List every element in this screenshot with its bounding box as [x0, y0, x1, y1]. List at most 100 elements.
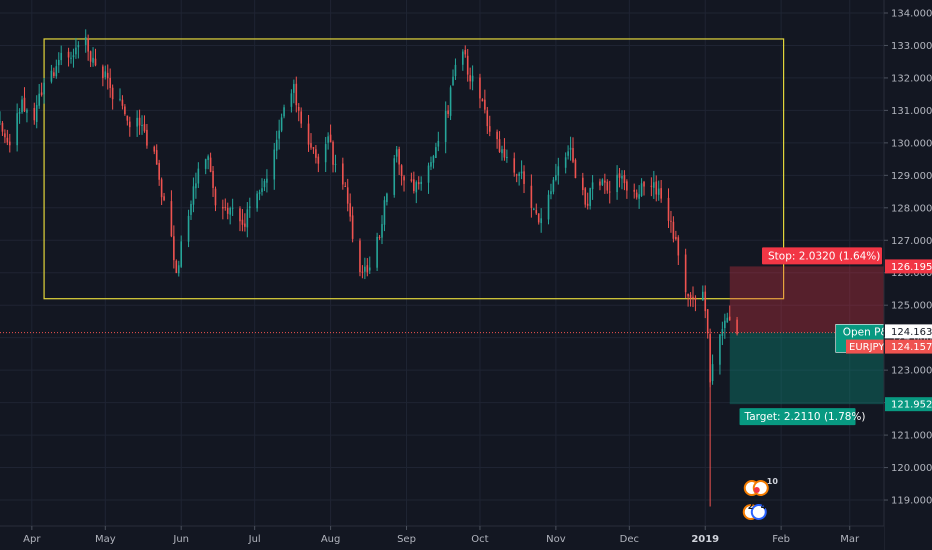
candle[interactable]: [701, 285, 704, 301]
candle[interactable]: [533, 207, 535, 211]
candle[interactable]: [655, 175, 658, 202]
candle[interactable]: [8, 133, 11, 153]
candle[interactable]: [67, 47, 70, 67]
candle[interactable]: [728, 305, 731, 321]
candle[interactable]: [317, 153, 320, 173]
candle[interactable]: [736, 316, 738, 336]
candle[interactable]: [616, 165, 618, 200]
range-box-outline[interactable]: [43, 38, 785, 300]
candle[interactable]: [464, 45, 467, 58]
candle[interactable]: [684, 248, 687, 298]
candle[interactable]: [170, 190, 173, 238]
candle[interactable]: [297, 103, 300, 122]
candle[interactable]: [327, 132, 329, 150]
price-axis[interactable]: 119.0000120.0000121.0000122.0000123.0000…: [883, 0, 932, 550]
candle[interactable]: [466, 48, 469, 82]
candle[interactable]: [275, 130, 278, 160]
candle[interactable]: [192, 177, 195, 213]
candle[interactable]: [557, 157, 560, 185]
candle[interactable]: [187, 209, 190, 248]
candle[interactable]: [552, 177, 555, 195]
candle[interactable]: [403, 174, 405, 192]
event-badge-news[interactable]: [750, 504, 767, 520]
candle[interactable]: [454, 58, 457, 80]
candle[interactable]: [488, 115, 491, 137]
candle[interactable]: [349, 193, 351, 222]
candle[interactable]: [310, 133, 312, 150]
candle[interactable]: [344, 182, 347, 188]
candle[interactable]: [535, 203, 538, 215]
candle[interactable]: [689, 292, 692, 307]
candle[interactable]: [621, 170, 623, 190]
candle[interactable]: [177, 260, 180, 277]
candle[interactable]: [222, 199, 224, 220]
candle[interactable]: [618, 167, 621, 188]
candle[interactable]: [229, 206, 231, 225]
candle[interactable]: [706, 309, 709, 339]
candle[interactable]: [447, 105, 449, 118]
candle[interactable]: [606, 179, 609, 194]
candle[interactable]: [564, 152, 567, 174]
candle[interactable]: [638, 185, 640, 209]
candle[interactable]: [486, 106, 489, 134]
candle[interactable]: [300, 107, 302, 128]
candle[interactable]: [569, 136, 572, 161]
candle[interactable]: [324, 136, 327, 173]
candle[interactable]: [244, 213, 246, 232]
candle[interactable]: [212, 166, 214, 197]
candle[interactable]: [329, 124, 332, 143]
candle[interactable]: [567, 145, 569, 160]
candle[interactable]: [104, 65, 107, 80]
candle[interactable]: [726, 312, 729, 323]
candle[interactable]: [180, 235, 183, 268]
candle[interactable]: [246, 202, 249, 238]
candle[interactable]: [530, 174, 533, 218]
candle[interactable]: [126, 115, 129, 126]
candle[interactable]: [650, 177, 653, 197]
candle[interactable]: [518, 171, 520, 186]
candle[interactable]: [462, 49, 464, 71]
candle[interactable]: [77, 41, 80, 59]
candle[interactable]: [503, 138, 506, 161]
candle[interactable]: [413, 171, 415, 194]
candle[interactable]: [26, 108, 28, 123]
candle[interactable]: [400, 164, 403, 186]
candle[interactable]: [307, 114, 310, 152]
candle[interactable]: [16, 103, 18, 152]
candle[interactable]: [290, 89, 293, 113]
candle[interactable]: [346, 178, 349, 212]
candle[interactable]: [599, 178, 601, 191]
candle[interactable]: [640, 178, 643, 197]
candle[interactable]: [342, 157, 344, 190]
candle[interactable]: [124, 104, 126, 116]
candle[interactable]: [601, 178, 604, 186]
candle[interactable]: [361, 265, 364, 279]
candle[interactable]: [591, 175, 594, 200]
candle[interactable]: [672, 216, 675, 243]
candle[interactable]: [278, 119, 280, 150]
candle[interactable]: [315, 145, 317, 164]
candle[interactable]: [692, 286, 694, 308]
candle[interactable]: [141, 115, 143, 135]
candle[interactable]: [293, 79, 295, 104]
candle[interactable]: [364, 257, 366, 280]
candle[interactable]: [435, 142, 437, 159]
candle[interactable]: [155, 144, 158, 165]
candle[interactable]: [239, 206, 241, 232]
candle[interactable]: [395, 145, 398, 163]
candle[interactable]: [153, 145, 156, 155]
candle[interactable]: [481, 98, 484, 102]
candle[interactable]: [197, 162, 200, 188]
candle[interactable]: [643, 180, 645, 196]
candle[interactable]: [248, 197, 251, 218]
candle[interactable]: [136, 110, 138, 137]
candle[interactable]: [35, 95, 38, 129]
candle[interactable]: [383, 196, 386, 232]
candle[interactable]: [469, 67, 471, 90]
candle[interactable]: [547, 190, 550, 225]
candle[interactable]: [231, 198, 234, 216]
time-axis[interactable]: Apr May Jun Jul Aug Sep Oct Nov Dec 2019 Feb Mar: [0, 525, 884, 550]
candle[interactable]: [163, 192, 165, 202]
candle[interactable]: [437, 131, 440, 152]
